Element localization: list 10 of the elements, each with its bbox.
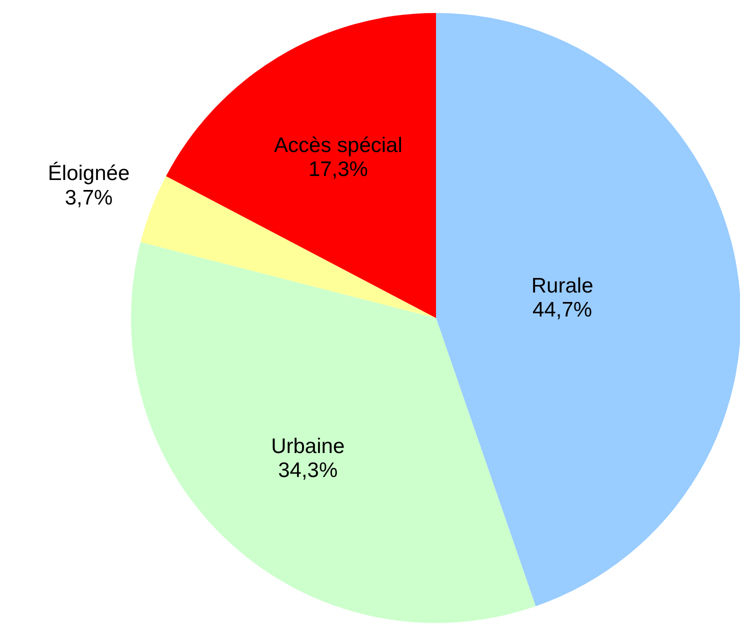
data-label: 3,7%: [64, 186, 113, 210]
data-label: 17,3%: [308, 158, 368, 182]
data-label: 44,7%: [532, 298, 592, 322]
pie-slice: [166, 13, 436, 318]
pie-slice: [436, 13, 740, 606]
slice-label: Rurale: [531, 274, 594, 298]
data-label: 34,3%: [278, 459, 338, 482]
slice-label: Urbaine: [271, 434, 345, 458]
slice-label: Éloignée: [48, 161, 130, 186]
slice-label: Accès spécial: [274, 134, 402, 157]
